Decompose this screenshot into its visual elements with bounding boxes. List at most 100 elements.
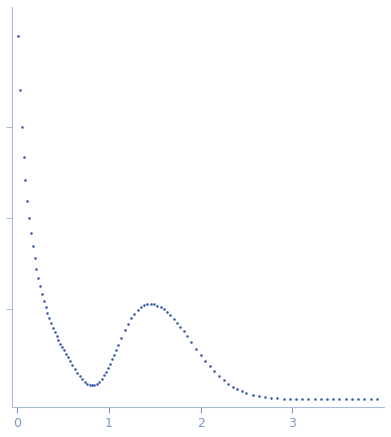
Point [206, 363, 213, 370]
Point [82, 378, 88, 385]
Point [50, 324, 56, 331]
Point [361, 396, 368, 403]
Point [312, 395, 318, 402]
Point [44, 310, 50, 317]
Point [35, 274, 41, 281]
Point [293, 395, 299, 402]
Point [230, 383, 236, 390]
Point [262, 394, 268, 401]
Point [52, 329, 58, 336]
Point [355, 396, 361, 403]
Point [211, 368, 217, 375]
Point [59, 343, 65, 350]
Point [46, 315, 52, 322]
Point [67, 357, 73, 364]
Point [158, 304, 164, 311]
Point [330, 396, 336, 403]
Point [125, 321, 131, 328]
Point [221, 377, 227, 384]
Point [94, 381, 100, 388]
Point [274, 395, 281, 402]
Point [42, 304, 48, 311]
Point [31, 255, 38, 262]
Point [105, 364, 111, 371]
Point [287, 395, 293, 402]
Point [30, 243, 36, 250]
Point [48, 320, 54, 327]
Point [343, 396, 349, 403]
Point [268, 394, 274, 401]
Point [193, 345, 199, 352]
Point [148, 301, 154, 308]
Point [103, 368, 109, 375]
Point [164, 309, 170, 316]
Point [84, 380, 90, 387]
Point [109, 356, 115, 363]
Point [91, 382, 98, 388]
Point [122, 327, 128, 334]
Point [101, 372, 108, 379]
Point [141, 302, 147, 309]
Point [111, 351, 117, 358]
Point [115, 342, 121, 349]
Point [138, 304, 144, 311]
Point [77, 372, 83, 379]
Point [54, 333, 60, 340]
Point [17, 87, 23, 94]
Point [39, 291, 45, 298]
Point [225, 380, 231, 387]
Point [99, 375, 105, 382]
Point [113, 347, 119, 354]
Point [37, 283, 43, 290]
Point [79, 375, 85, 382]
Point [151, 301, 157, 308]
Point [299, 395, 305, 402]
Point [174, 319, 180, 326]
Point [167, 312, 174, 319]
Point [28, 229, 34, 236]
Point [170, 316, 177, 323]
Point [96, 378, 102, 385]
Point [349, 396, 355, 403]
Point [184, 333, 190, 340]
Point [180, 328, 187, 335]
Point [24, 197, 30, 204]
Point [318, 396, 324, 403]
Point [128, 315, 134, 322]
Point [177, 324, 183, 331]
Point [63, 350, 69, 357]
Point [256, 393, 262, 400]
Point [15, 32, 21, 39]
Point [243, 389, 249, 396]
Point [18, 124, 25, 131]
Point [89, 382, 95, 389]
Point [72, 365, 78, 372]
Point [26, 215, 32, 222]
Point [144, 301, 151, 308]
Point [57, 340, 63, 347]
Point [20, 153, 27, 160]
Point [202, 357, 208, 364]
Point [55, 336, 61, 343]
Point [135, 307, 141, 314]
Point [74, 369, 81, 376]
Point [65, 354, 71, 361]
Point [107, 360, 113, 367]
Point [216, 372, 222, 379]
Point [373, 396, 380, 403]
Point [131, 310, 138, 317]
Point [33, 265, 39, 272]
Point [118, 334, 124, 341]
Point [41, 298, 47, 305]
Point [249, 392, 256, 399]
Point [154, 302, 160, 309]
Point [234, 385, 240, 392]
Point [239, 388, 245, 395]
Point [61, 347, 67, 354]
Point [69, 361, 75, 368]
Point [86, 382, 93, 388]
Point [336, 396, 343, 403]
Point [324, 396, 330, 403]
Point [305, 395, 312, 402]
Point [197, 351, 204, 358]
